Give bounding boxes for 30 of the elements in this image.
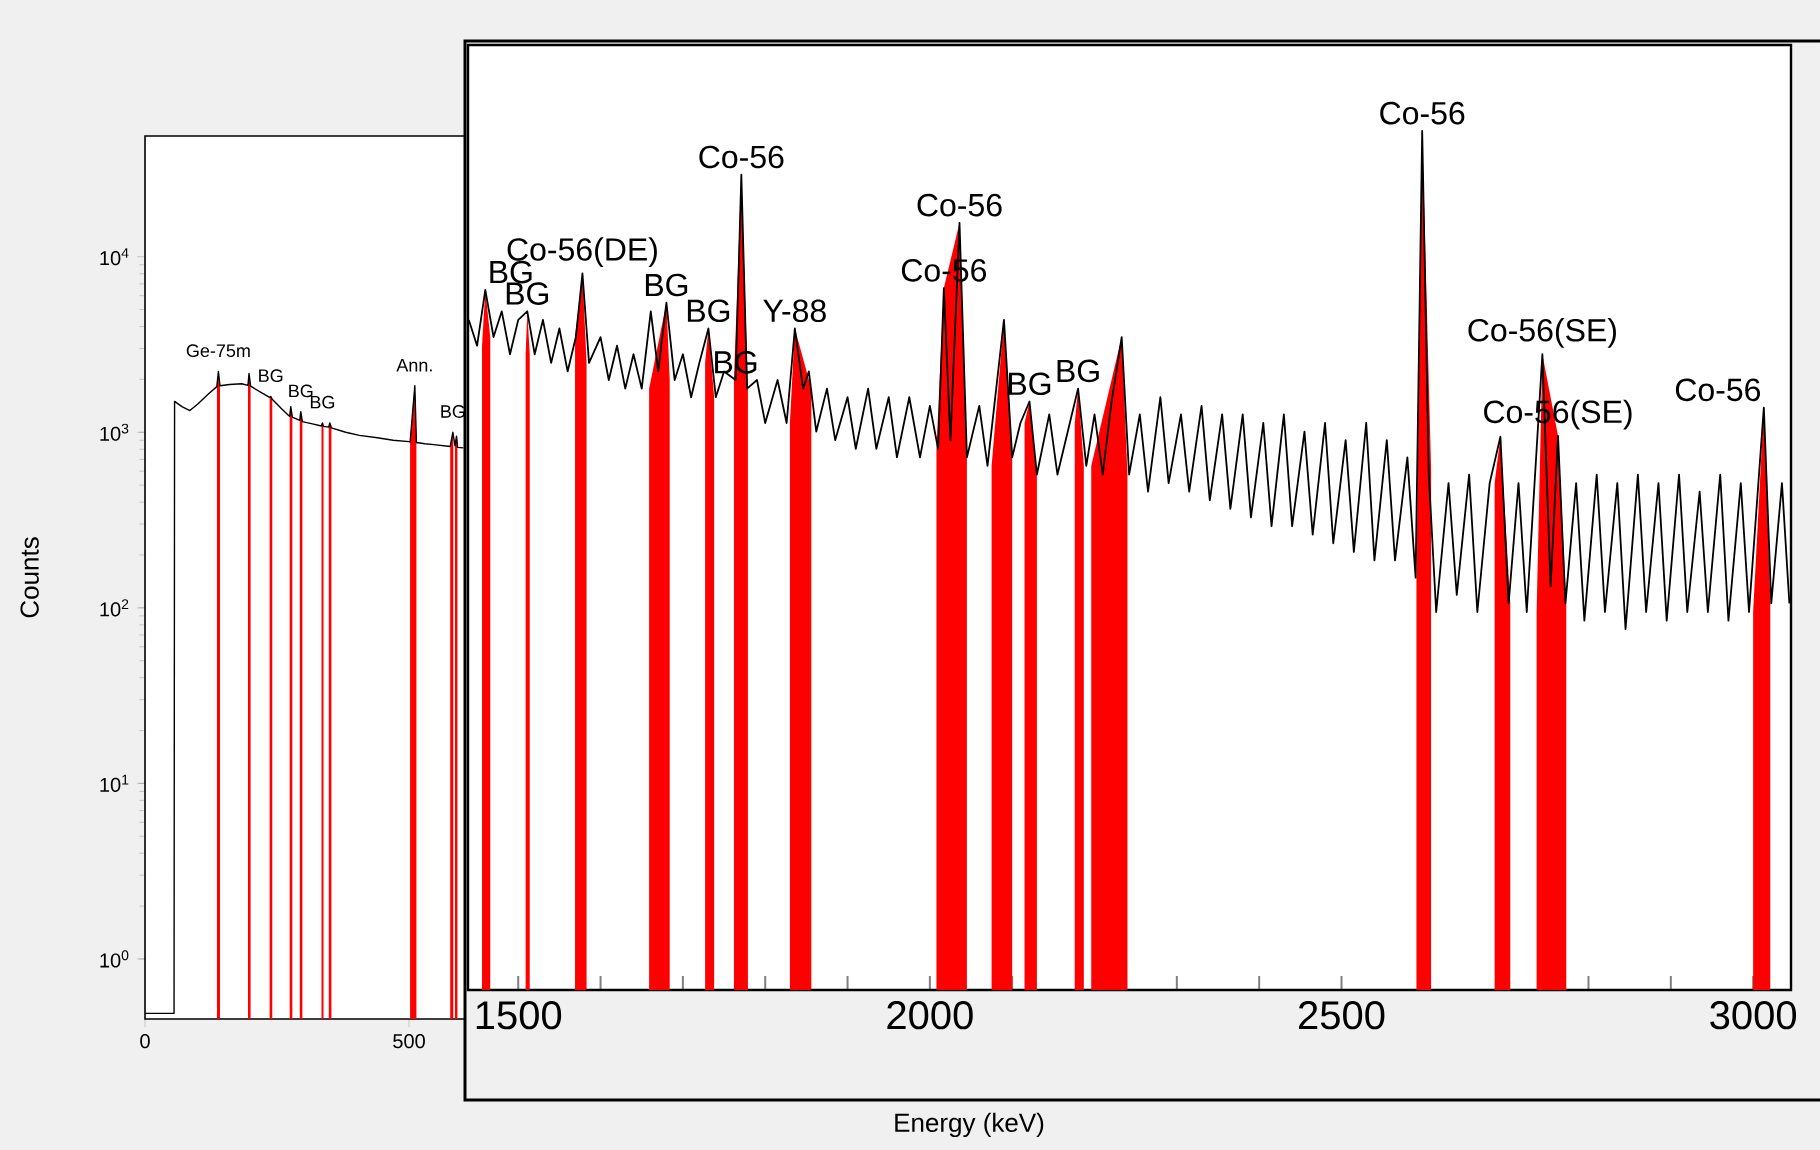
annotation: Y-88 xyxy=(763,299,826,323)
annotation: BG xyxy=(259,369,283,383)
x-tick-label: 2000 xyxy=(887,1001,973,1030)
x-axis-title: Energy (keV) xyxy=(895,1112,1044,1138)
annotation: BG xyxy=(441,405,465,418)
annotation: BG xyxy=(506,282,548,305)
annotation: BG xyxy=(289,384,313,398)
y-tick-label: 10$^{1}$ xyxy=(100,774,129,792)
annotation: Co-56 xyxy=(699,145,784,169)
x-tick-label: 3000 xyxy=(1710,1001,1797,1030)
annotation: BG xyxy=(1057,359,1099,383)
y-tick-label: 10$^{3}$ xyxy=(100,423,129,441)
x-tick-label: 1500 xyxy=(476,1001,562,1030)
annotation: Co-56(SE) xyxy=(1468,318,1616,348)
annotation: BG xyxy=(310,395,335,409)
annotation: BG xyxy=(1009,372,1051,396)
x-tick-label: 2500 xyxy=(1299,1001,1385,1030)
y-tick-label: 10$^{0}$ xyxy=(100,950,129,968)
annotation: Ann. xyxy=(396,358,432,372)
annotation: Co-56 xyxy=(1675,378,1761,402)
y-tick-label: 10$^{2}$ xyxy=(100,599,129,617)
x-tick-label: 500 xyxy=(393,1034,425,1049)
y-axis-title: Counts xyxy=(20,537,39,618)
x-tick-label: 0 xyxy=(140,1034,150,1049)
annotation: Co-56 xyxy=(1380,101,1465,125)
annotation: BG xyxy=(687,299,730,323)
annotation: Co-56 xyxy=(917,193,1002,217)
annotation: Ge-75m xyxy=(186,344,250,358)
annotation: BG xyxy=(645,273,688,297)
y-tick-label: 10$^{4}$ xyxy=(100,248,129,266)
